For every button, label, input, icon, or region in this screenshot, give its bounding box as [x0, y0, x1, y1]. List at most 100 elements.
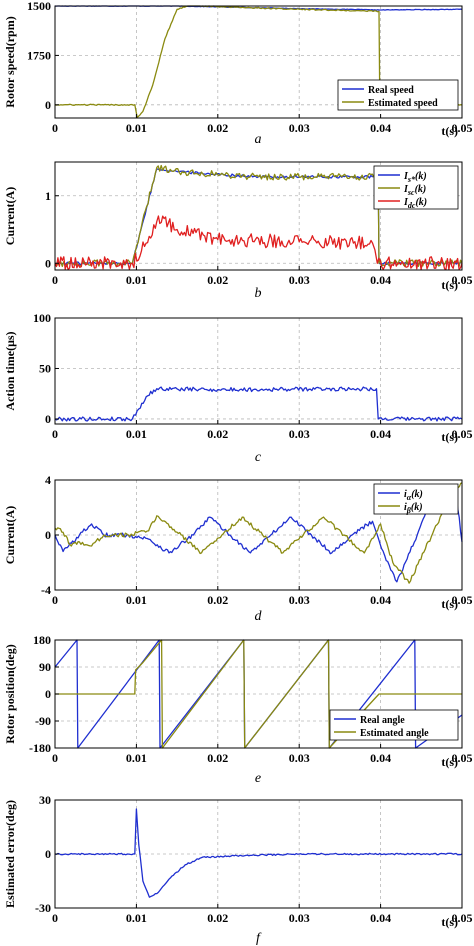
y-axis-label: Current(A) [3, 187, 17, 245]
x-tick-label: 0 [52, 121, 58, 135]
panel-d: 0 0.01 0.02 0.03 0.04 0.05-404Current(A)t(s)d… [3, 473, 473, 624]
x-tick-label: 0.02 [207, 121, 228, 135]
x-tick-label: 0 [52, 751, 58, 765]
legend: Real speed Estimated speed [337, 79, 459, 111]
x-tick-label: 0.01 [126, 911, 147, 925]
y-axis-label: Action time(μs) [3, 331, 17, 410]
x-tick-label: 0.01 [126, 751, 147, 765]
panel-e: 0 0.01 0.02 0.03 0.04 0.05 -180 -90 0 90 180 Rotor … [3, 633, 473, 786]
y-tick-label: 0 [45, 98, 51, 112]
series-line-3 [54, 215, 463, 271]
plot-frame [54, 5, 463, 119]
x-tick-label: 0.05 [452, 121, 473, 135]
x-tick-label: 0.05 [452, 427, 473, 441]
x-tick-label: 0.02 [207, 911, 228, 925]
legend-entry-label: Estimated speed [368, 98, 438, 109]
x-axis-label: t(s) [441, 597, 458, 611]
x-tick-label: 0.02 [207, 593, 228, 607]
plot-frame [54, 161, 463, 271]
x-axis-label: t(s) [441, 915, 458, 929]
x-tick-label: 0.01 [126, 593, 147, 607]
y-tick-label: 0 [45, 256, 51, 270]
panel-letter: b [255, 286, 262, 301]
legend-entry-label: Is*(k) [403, 171, 427, 184]
y-tick-label: 180 [33, 633, 51, 647]
x-tick-label: 0.02 [207, 273, 228, 287]
series-line-2 [54, 482, 463, 584]
x-tick-label: 0.05 [452, 593, 473, 607]
x-axis-label: t(s) [441, 755, 458, 769]
y-tick-label: 90 [39, 660, 51, 674]
x-tick-label: 0 [52, 911, 58, 925]
x-tick-label: 0.04 [370, 593, 391, 607]
panel-letter: f [256, 931, 262, 946]
panel-letter: e [255, 771, 261, 786]
y-tick-label: 50 [39, 361, 51, 375]
plot-frame [54, 317, 463, 425]
x-tick-label: 0 [52, 427, 58, 441]
y-tick-label: -4 [41, 583, 51, 597]
y-tick-label: 0 [45, 687, 51, 701]
y-axis-label: Rotor speed(rpm) [3, 16, 17, 107]
panel-c: 0 0.01 0.02 0.03 0.04 0.05 0 50 100 Action time(μ… [3, 311, 473, 465]
y-tick-label: -180 [29, 741, 51, 755]
y-tick-label: 0 [45, 847, 51, 861]
legend-entry-label: Real angle [360, 715, 405, 726]
legend: Real angle Estimated angle [329, 709, 459, 741]
x-tick-label: 0.03 [289, 273, 310, 287]
legend-entry-label: Idc(k) [403, 197, 427, 210]
y-tick-label: 100 [33, 311, 51, 325]
x-tick-label: 0.05 [452, 911, 473, 925]
panel-letter: c [255, 450, 262, 465]
panel-letter: a [255, 132, 262, 147]
panel-a: 0 0.01 0.02 0.03 0.04 0.05 0 1750 1500 Rotor spee… [3, 0, 473, 147]
panel-letter: d [255, 609, 263, 624]
legend-entry-label: Estimated angle [360, 728, 429, 739]
x-axis-label: t(s) [441, 278, 458, 292]
legend-entry-label: iα(k) [404, 489, 423, 502]
x-tick-label: 0.03 [289, 751, 310, 765]
x-tick-label: 0 [52, 273, 58, 287]
x-tick-label: 0.03 [289, 593, 310, 607]
y-tick-label: 1750 [27, 48, 51, 62]
y-axis-label: Current(A) [3, 506, 17, 564]
series-line-1 [54, 808, 463, 898]
x-tick-label: 0.01 [126, 121, 147, 135]
y-tick-label: -90 [35, 714, 51, 728]
x-tick-label: 0.04 [370, 121, 391, 135]
x-tick-label: 0.02 [207, 751, 228, 765]
x-tick-label: 0.04 [370, 911, 391, 925]
x-tick-label: 0.02 [207, 427, 228, 441]
y-axis-label: Rotor position(deg) [3, 644, 17, 743]
legend: Is*(k)Isc(k)Idc(k) [373, 165, 459, 210]
legend-entry-label: Isc(k) [403, 184, 426, 197]
x-tick-label: 0.03 [289, 911, 310, 925]
x-tick-label: 0.01 [126, 427, 147, 441]
y-tick-label: -30 [35, 901, 51, 915]
x-axis-label: t(s) [441, 124, 458, 138]
legend-entry-label: iβ(k) [404, 502, 423, 515]
y-tick-label: 4 [45, 473, 51, 487]
y-tick-label: 1500 [27, 0, 51, 13]
y-tick-label: 0 [45, 528, 51, 542]
x-tick-label: 0.01 [126, 273, 147, 287]
x-tick-label: 0.05 [452, 751, 473, 765]
panel-b: 0 0.01 0.02 0.03 0.04 0.05 0 1 Current(A) t(s) b Is… [3, 161, 473, 301]
x-tick-label: 0.04 [370, 427, 391, 441]
y-tick-label: 0 [45, 412, 51, 426]
x-tick-label: 0.04 [370, 273, 391, 287]
x-tick-label: 0 [52, 593, 58, 607]
y-tick-label: 1 [45, 189, 51, 203]
series-line-1 [54, 386, 463, 422]
x-tick-label: 0.03 [289, 121, 310, 135]
grid [55, 318, 462, 424]
y-axis-label: Estimated error(deg) [3, 800, 17, 908]
x-tick-label: 0.04 [370, 751, 391, 765]
x-axis-label: t(s) [441, 430, 458, 444]
y-tick-label: 30 [39, 793, 51, 807]
x-tick-label: 0.05 [452, 273, 473, 287]
legend: iα(k)iβ(k) [373, 483, 459, 515]
x-tick-label: 0.03 [289, 427, 310, 441]
